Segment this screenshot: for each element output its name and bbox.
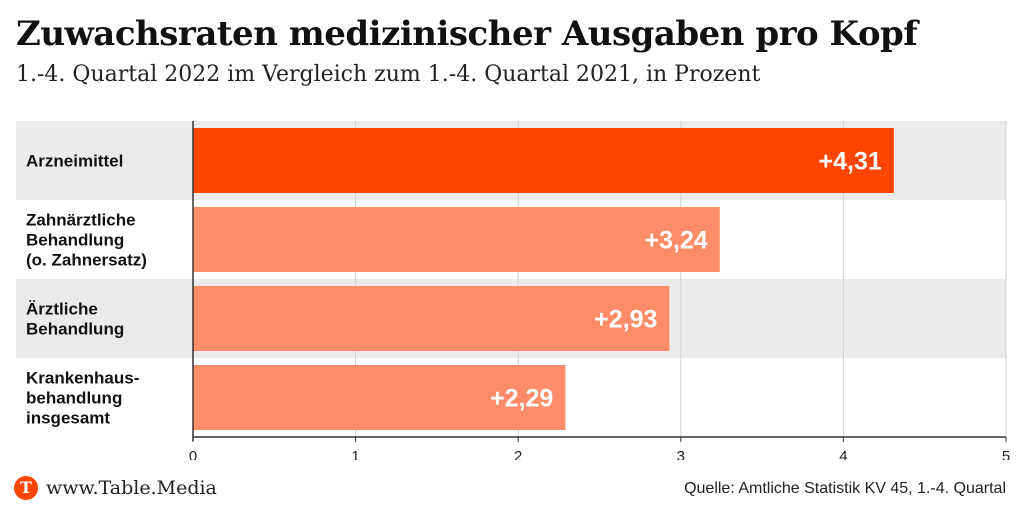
category-label: Ärztliche — [26, 300, 98, 319]
x-tick-label: 3 — [677, 448, 685, 460]
bar-data-label: +4,31 — [819, 148, 882, 176]
x-tick-label: 5 — [1002, 448, 1010, 460]
bar — [193, 286, 670, 351]
category-label: Behandlung — [26, 231, 124, 250]
bar-data-label: +3,24 — [645, 227, 708, 255]
bar-data-label: +2,93 — [594, 306, 657, 334]
table-media-logo-icon: T — [14, 476, 38, 500]
bar — [193, 207, 720, 272]
category-label: (o. Zahnersatz) — [26, 251, 147, 270]
brand: T www.Table.Media — [14, 476, 217, 500]
category-label: behandlung — [26, 389, 122, 408]
category-label: insgesamt — [26, 409, 110, 428]
x-tick-label: 0 — [189, 448, 197, 460]
site-url: www.Table.Media — [46, 477, 217, 499]
chart-title: Zuwachsraten medizinischer Ausgaben pro … — [16, 14, 918, 54]
chart-subtitle: 1.-4. Quartal 2022 im Vergleich zum 1.-4… — [16, 62, 761, 87]
x-tick-label: 2 — [514, 448, 522, 460]
x-tick-label: 1 — [351, 448, 359, 460]
x-tick-label: 4 — [839, 448, 847, 460]
bar-data-label: +2,29 — [490, 385, 553, 413]
category-label: Krankenhaus- — [26, 369, 139, 388]
category-label: Behandlung — [26, 320, 124, 339]
bar — [193, 128, 894, 193]
bar — [193, 365, 566, 430]
category-label: Zahnärztliche — [26, 211, 136, 230]
category-label: Arzneimittel — [26, 152, 123, 171]
source-note: Quelle: Amtliche Statistik KV 45, 1.-4. … — [684, 480, 1006, 497]
bar-chart: +4,31Arzneimittel+3,24ZahnärztlicheBehan… — [16, 121, 1010, 460]
